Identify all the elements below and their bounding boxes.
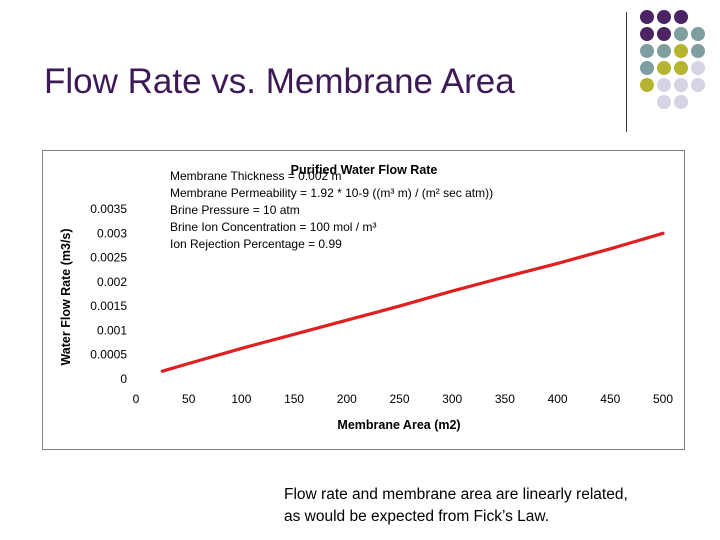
y-tick-label: 0.0035 — [90, 202, 127, 216]
caption-line-2: as would be expected from Fick’s Law. — [284, 508, 550, 525]
y-tick-label: 0.0025 — [90, 251, 127, 265]
y-tick-label: 0 — [120, 372, 127, 386]
y-tick-label: 0.003 — [97, 226, 127, 240]
x-tick-label: 500 — [653, 392, 673, 406]
decorative-dot — [640, 27, 654, 41]
slide-title: Flow Rate vs. Membrane Area — [44, 62, 515, 101]
x-axis-label: Membrane Area (m2) — [337, 418, 460, 432]
decorative-dot — [691, 44, 705, 58]
decorative-dot — [657, 10, 671, 24]
flow-rate-series-line — [160, 231, 665, 373]
y-tick-label: 0.0005 — [90, 348, 127, 362]
chart-annotation-line: Membrane Thickness = 0.002 m — [170, 169, 342, 183]
decorative-dot-grid — [640, 10, 705, 109]
decorative-dot — [691, 61, 705, 75]
y-tick-label: 0.0015 — [90, 299, 127, 313]
decorative-dot — [674, 61, 688, 75]
x-tick-label: 350 — [495, 392, 515, 406]
decorative-dot — [674, 78, 688, 92]
chart-annotation-line: Ion Rejection Percentage = 0.99 — [170, 237, 342, 251]
chart-annotation-line: Brine Ion Concentration = 100 mol / m³ — [170, 220, 376, 234]
decorative-dot — [640, 78, 654, 92]
decorative-dot — [640, 44, 654, 58]
decorative-dot — [657, 95, 671, 109]
chart-annotation-line: Brine Pressure = 10 atm — [170, 203, 300, 217]
y-axis-label: Water Flow Rate (m3/s) — [59, 228, 73, 365]
caption: Flow rate and membrane area are linearly… — [284, 484, 704, 528]
flow-rate-chart: Purified Water Flow Rate 0 0.0005 0.001 0.00… — [59, 163, 673, 432]
caption-line-1: Flow rate and membrane area are linearly… — [284, 486, 628, 503]
x-tick-label: 300 — [442, 392, 462, 406]
title-divider-line — [626, 12, 627, 132]
x-tick-label: 100 — [231, 392, 251, 406]
decorative-dot — [691, 78, 705, 92]
decorative-dot — [657, 44, 671, 58]
x-tick-label: 50 — [182, 392, 196, 406]
decorative-dot — [657, 78, 671, 92]
x-tick-label: 0 — [133, 392, 140, 406]
x-tick-label: 400 — [548, 392, 568, 406]
decorative-dot — [674, 10, 688, 24]
x-tick-label: 250 — [389, 392, 409, 406]
chart-title: Purified Water Flow Rate — [291, 163, 438, 177]
decorative-dot — [640, 61, 654, 75]
x-tick-label: 450 — [600, 392, 620, 406]
decorative-dot — [640, 10, 654, 24]
decorative-dot — [657, 27, 671, 41]
chart-annotation-line: Membrane Permeability = 1.92 * 10-9 ((m³… — [170, 186, 493, 200]
decorative-dot — [674, 27, 688, 41]
y-tick-label: 0.002 — [97, 275, 127, 289]
x-tick-label: 150 — [284, 392, 304, 406]
y-tick-label: 0.001 — [97, 323, 127, 337]
decorative-dot — [674, 44, 688, 58]
decorative-dot — [657, 61, 671, 75]
chart-container: Purified Water Flow Rate 0 0.0005 0.001 0.00… — [42, 150, 685, 450]
x-tick-label: 200 — [337, 392, 357, 406]
decorative-dot — [691, 27, 705, 41]
decorative-dot — [674, 95, 688, 109]
